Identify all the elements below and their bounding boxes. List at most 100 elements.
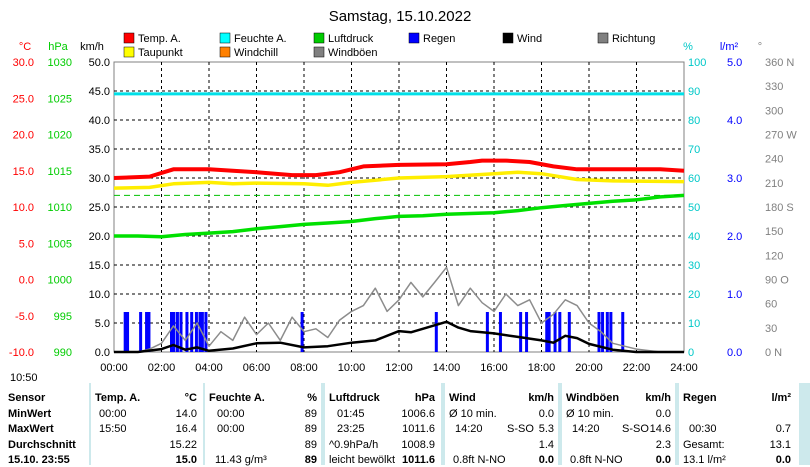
legend-swatch	[408, 32, 420, 44]
rain-bar	[179, 312, 183, 352]
legend-swatch	[123, 32, 135, 44]
humidity-current-value: 89	[304, 454, 317, 466]
sensor-column: Sensor MinWert MaxWert Durchschnitt 15.1…	[0, 383, 89, 466]
rain-bar	[300, 312, 304, 352]
rain-bar	[605, 312, 609, 352]
pressure-axis-label: hPa	[48, 41, 68, 53]
x-tick-label: 00:00	[100, 362, 128, 374]
weather-chart: Samstag, 15.10.2022 Temp. A. Feuchte A. Lu…	[9, 8, 797, 374]
humidity-min-time: 00:00	[217, 408, 245, 420]
pressure-tick-label: 1015	[48, 166, 72, 178]
rain-bar	[434, 312, 438, 352]
gust-unit: km/h	[645, 392, 671, 404]
gust-avg10-value: 0.0	[655, 408, 671, 420]
temp-tick-label: -5.0	[15, 311, 34, 323]
temp-min-value: 14.0	[175, 408, 197, 420]
humidity-max-time: 00:00	[217, 423, 245, 435]
row-label-current: 15.10. 23:55	[8, 454, 70, 466]
gust-column: Windböen km/h Ø 10 min. 0.0 14:20 S-SO 1…	[562, 383, 675, 466]
legend-label: Richtung	[612, 33, 655, 45]
wind-avg10-value: 0.0	[538, 408, 554, 420]
rain-bar	[553, 312, 557, 352]
rain-bar	[558, 312, 562, 352]
legend-label: Wind	[517, 33, 542, 45]
statistics-table: Sensor MinWert MaxWert Durchschnitt 15.1…	[0, 383, 810, 466]
wind-tick-label: 10.0	[89, 289, 110, 301]
wind-tick-label: 25.0	[89, 202, 110, 214]
x-tick-label: 24:00	[670, 362, 698, 374]
series-line-taupunkt	[113, 170, 685, 190]
wind-tick-label: 35.0	[89, 144, 110, 156]
grid	[114, 62, 684, 352]
direction-tick-label: 210	[765, 178, 783, 190]
direction-tick-label: 330	[765, 81, 783, 93]
rain-day-total: 13.1 l/m²	[683, 454, 726, 466]
humidity-unit: %	[307, 392, 317, 404]
temp-tick-label: 25.0	[13, 93, 34, 105]
rain-max-value: 0.7	[775, 423, 791, 435]
pressure-tick-label: 990	[54, 347, 72, 359]
wind-tick-label: 40.0	[89, 115, 110, 127]
rain-bar	[194, 312, 198, 352]
rain-bar	[597, 312, 601, 352]
pressure-current-value: 1011.6	[401, 454, 435, 466]
temp-max-time: 15:50	[99, 423, 127, 435]
gust-current-value: 0.0	[655, 454, 671, 466]
pressure-tick-label: 1025	[48, 93, 72, 105]
tick-labels: 00:00 02:00 04:00 06:00 08:00 10:00 12:00 14:00…	[9, 57, 797, 374]
legend-label: Regen	[423, 33, 455, 45]
humidity-column: Feuchte A. % 00:00 89 00:00 89 89 11.43 …	[205, 383, 321, 466]
pressure-unit: hPa	[414, 392, 435, 404]
rain-bar	[567, 312, 571, 352]
wind-tick-label: 20.0	[89, 231, 110, 243]
wind-avg-value: 1.4	[538, 439, 554, 451]
gust-avg-value: 2.3	[655, 439, 671, 451]
pressure-header: Luftdruck	[329, 392, 380, 404]
temp-min-time: 00:00	[99, 408, 127, 420]
x-tick-label: 18:00	[528, 362, 556, 374]
legend: Temp. A. Feuchte A. Luftdruck Regen Wind Rich…	[123, 32, 655, 59]
series-line-windböen	[114, 266, 684, 353]
gust-header: Windböen	[566, 392, 620, 404]
direction-tick-label: 270 W	[765, 130, 797, 142]
legend-swatch	[597, 32, 609, 44]
rain-total-label: Gesamt:	[683, 439, 725, 451]
gust-max-time: 14:20	[572, 423, 600, 435]
humidity-header: Feuchte A.	[209, 392, 265, 404]
rain-column: Regen l/m² 00:30 0.7 Gesamt: 13.1 13.1 l…	[679, 383, 799, 466]
x-tick-label: 08:00	[290, 362, 318, 374]
temp-tick-label: -10.0	[9, 347, 34, 359]
humidity-tick-label: 80	[688, 115, 700, 127]
x-tick-label: 14:00	[433, 362, 461, 374]
humidity-tick-label: 40	[688, 231, 700, 243]
pressure-tick-label: 1020	[48, 130, 72, 142]
rain-max-time: 00:30	[689, 423, 717, 435]
rain-bar	[185, 312, 189, 352]
wind-avg10-label: Ø 10 min.	[449, 408, 497, 420]
wind-header: Wind	[449, 392, 476, 404]
humidity-avg-value: 89	[304, 439, 317, 451]
direction-tick-label: 60	[765, 299, 777, 311]
temp-column: Temp. A. °C 00:00 14.0 15:50 16.4 15.22 …	[91, 383, 203, 466]
direction-tick-label: 360 N	[765, 57, 794, 69]
x-tick-label: 10:00	[338, 362, 366, 374]
rain-bar	[126, 312, 130, 352]
rain-bar	[123, 312, 127, 352]
pressure-trend: ^0.9hPa/h	[329, 439, 379, 451]
series-line-temp-a-	[113, 158, 685, 180]
gust-max-direction: S-SO	[622, 423, 649, 435]
pressure-max-value: 1011.6	[402, 423, 435, 435]
wind-tick-label: 0.0	[95, 347, 110, 359]
x-tick-label: 02:00	[148, 362, 176, 374]
temp-tick-label: 15.0	[13, 166, 34, 178]
humidity-tick-label: 50	[688, 202, 700, 214]
wind-max-value: 5.3	[538, 423, 554, 435]
rain-tick-label: 0.0	[727, 347, 742, 359]
row-label-avg: Durchschnitt	[8, 439, 76, 451]
x-tick-label: 06:00	[243, 362, 271, 374]
direction-tick-label: 150	[765, 226, 783, 238]
direction-tick-label: 90 O	[765, 275, 789, 287]
temp-tick-label: 20.0	[13, 130, 34, 142]
humidity-tick-label: 60	[688, 173, 700, 185]
rain-header: Regen	[683, 392, 717, 404]
